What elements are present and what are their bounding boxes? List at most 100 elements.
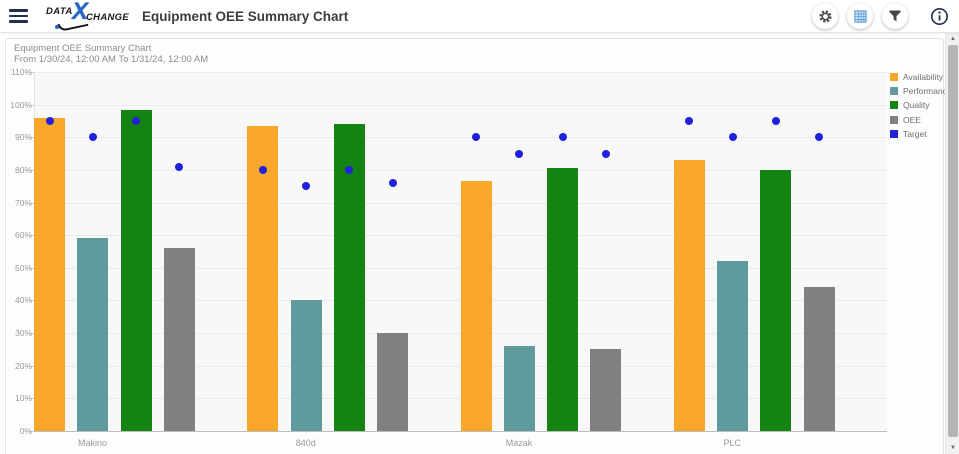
- target-dot-mazak-availability[interactable]: [472, 133, 480, 142]
- page-title: Equipment OEE Summary Chart: [142, 8, 349, 24]
- y-axis-tick: [30, 202, 34, 204]
- logo-text-data: DATA: [46, 6, 73, 17]
- y-axis-label: 110%: [10, 67, 32, 77]
- chart-card: Equipment OEE Summary Chart From 1/30/24…: [5, 38, 952, 454]
- legend-swatch-oee: [890, 115, 898, 124]
- legend-label: Availability: [903, 72, 944, 83]
- bar-oee-840d[interactable]: [377, 333, 409, 431]
- grid-view-button[interactable]: [847, 3, 873, 29]
- bar-performance-plc[interactable]: [717, 261, 749, 431]
- target-dot-840d-availability[interactable]: [258, 165, 267, 174]
- app-header: DATA X CHANGE Equipment OEE Summary Char…: [0, 0, 959, 33]
- bar-performance-840d[interactable]: [290, 300, 322, 431]
- legend-item-oee: OEE: [890, 113, 952, 127]
- legend-swatch-quality: [890, 101, 898, 110]
- legend-label: Target: [903, 128, 927, 139]
- header-actions: [803, 3, 959, 29]
- y-axis-tick: [30, 137, 34, 139]
- logo-text-change: CHANGE: [86, 12, 129, 23]
- x-axis-label-makino: Makino: [77, 438, 107, 448]
- y-axis-label: 10%: [14, 393, 32, 404]
- target-dot-plc-performance[interactable]: [728, 133, 737, 142]
- target-dot-mazak-oee[interactable]: [601, 149, 610, 158]
- target-dot-makino-performance[interactable]: [88, 133, 97, 142]
- y-axis-tick: [30, 300, 34, 302]
- y-axis-tick: [30, 72, 34, 73]
- y-axis-label: 30%: [14, 328, 32, 339]
- settings-button[interactable]: [812, 3, 838, 29]
- gridline: [34, 137, 887, 139]
- y-axis-label: 100%: [10, 99, 32, 110]
- legend-swatch-availability: [890, 73, 898, 82]
- chart-title: Equipment OEE Summary Chart: [14, 43, 152, 54]
- info-icon: [930, 7, 948, 25]
- y-axis-label: 90%: [14, 132, 32, 143]
- y-axis-tick: [30, 104, 34, 106]
- y-axis-label: 50%: [14, 262, 32, 273]
- logo-x: X: [72, 0, 89, 25]
- legend-item-quality: Quality: [890, 98, 952, 112]
- gridline: [34, 72, 887, 73]
- target-dot-840d-performance[interactable]: [302, 182, 311, 191]
- gridline: [34, 104, 887, 106]
- target-dot-makino-oee[interactable]: [175, 162, 184, 171]
- target-dot-makino-quality[interactable]: [132, 116, 141, 125]
- target-dot-840d-oee[interactable]: [388, 178, 397, 187]
- y-axis-tick: [30, 267, 34, 269]
- target-dot-840d-quality[interactable]: [345, 165, 354, 174]
- bar-quality-makino[interactable]: [120, 109, 152, 431]
- y-axis-label: 80%: [14, 164, 32, 175]
- scrollbar-down-icon[interactable]: ▼: [950, 445, 956, 451]
- legend-label: OEE: [903, 114, 921, 125]
- target-dot-plc-oee[interactable]: [815, 133, 824, 142]
- scrollbar-thumb[interactable]: [948, 45, 958, 437]
- gridline: [34, 169, 887, 171]
- x-axis-label-840d: 840d: [295, 438, 316, 448]
- bar-oee-plc[interactable]: [803, 287, 835, 431]
- bar-availability-mazak[interactable]: [460, 181, 492, 431]
- y-axis-tick: [30, 431, 34, 432]
- legend-item-performance: Performance: [890, 84, 952, 98]
- legend-swatch-target: [890, 129, 898, 138]
- target-dot-mazak-performance[interactable]: [515, 149, 524, 158]
- target-dot-plc-quality[interactable]: [771, 116, 780, 125]
- bar-availability-makino[interactable]: [34, 117, 65, 431]
- bar-quality-840d[interactable]: [333, 124, 365, 431]
- y-axis-label: 70%: [14, 197, 32, 208]
- target-dot-plc-availability[interactable]: [685, 116, 694, 125]
- chart-legend: Availability Performance Quality OEE Target: [890, 70, 952, 141]
- bar-quality-mazak[interactable]: [547, 168, 579, 431]
- target-dot-mazak-quality[interactable]: [558, 133, 567, 142]
- y-axis-tick: [30, 169, 34, 171]
- menu-button[interactable]: [9, 4, 39, 28]
- info-button[interactable]: [928, 5, 950, 27]
- vertical-scrollbar[interactable]: ▲ ▼: [945, 33, 959, 454]
- logo-swoosh-dot: [55, 25, 59, 29]
- x-axis-label-mazak: Mazak: [505, 438, 533, 448]
- legend-swatch-performance: [890, 87, 898, 96]
- bar-oee-makino[interactable]: [163, 248, 195, 431]
- bar-performance-makino[interactable]: [77, 238, 109, 431]
- bar-quality-plc[interactable]: [760, 169, 792, 431]
- content-area: Equipment OEE Summary Chart From 1/30/24…: [0, 33, 959, 454]
- y-axis-label: 0%: [19, 426, 32, 436]
- x-axis-label-plc: PLC: [723, 438, 741, 448]
- filter-icon: [889, 10, 901, 22]
- y-axis-tick: [30, 235, 34, 237]
- bar-availability-plc[interactable]: [673, 160, 705, 431]
- x-axis-baseline: [34, 431, 887, 432]
- logo-swoosh: [57, 17, 89, 33]
- chart-subtitle: From 1/30/24, 12:00 AM To 1/31/24, 12:00…: [14, 54, 209, 65]
- bar-performance-mazak[interactable]: [503, 346, 535, 431]
- y-axis-tick: [30, 398, 34, 400]
- scrollbar-up-icon[interactable]: ▲: [950, 36, 956, 42]
- y-axis-tick: [30, 333, 34, 335]
- legend-label: Performance: [903, 86, 952, 97]
- target-dot-makino-availability[interactable]: [45, 116, 54, 125]
- bar-oee-mazak[interactable]: [590, 349, 622, 431]
- legend-item-target: Target: [890, 127, 952, 141]
- bar-availability-840d[interactable]: [247, 125, 279, 431]
- y-axis-label: 40%: [14, 295, 32, 306]
- filter-button[interactable]: [882, 3, 908, 29]
- y-axis-label: 60%: [14, 230, 32, 241]
